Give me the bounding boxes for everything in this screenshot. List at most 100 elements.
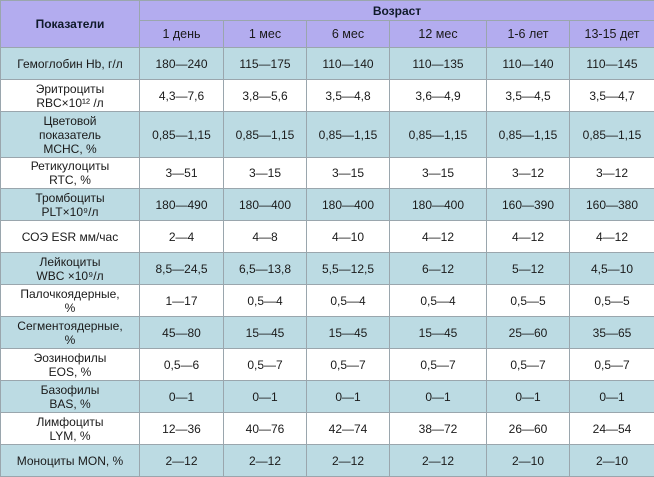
value-cell: 180—490 <box>140 189 224 221</box>
value-cell: 5,5—12,5 <box>307 253 390 285</box>
header-age: Возраст <box>140 1 654 21</box>
value-cell: 1—17 <box>140 285 224 317</box>
value-cell: 0,5—4 <box>307 285 390 317</box>
value-cell: 15—45 <box>390 317 487 349</box>
value-cell: 0,5—7 <box>570 349 654 381</box>
value-cell: 0,85—1,15 <box>390 112 487 158</box>
value-cell: 2—10 <box>570 445 654 477</box>
value-cell: 0,85—1,15 <box>307 112 390 158</box>
value-cell: 0,5—4 <box>224 285 307 317</box>
row-label: Сегментоядерные, % <box>1 317 140 349</box>
value-cell: 38—72 <box>390 413 487 445</box>
value-cell: 4—10 <box>307 221 390 253</box>
value-cell: 2—4 <box>140 221 224 253</box>
value-cell: 0—1 <box>307 381 390 413</box>
value-cell: 3—15 <box>307 158 390 189</box>
value-cell: 0,5—5 <box>487 285 570 317</box>
value-cell: 6,5—13,8 <box>224 253 307 285</box>
value-cell: 3,8—5,6 <box>224 80 307 112</box>
age-column-header: 6 мес <box>307 21 390 48</box>
value-cell: 110—145 <box>570 48 654 80</box>
value-cell: 3—12 <box>570 158 654 189</box>
row-label: Гемоглобин Hb, г/л <box>1 48 140 80</box>
value-cell: 4,5—10 <box>570 253 654 285</box>
value-cell: 24—54 <box>570 413 654 445</box>
value-cell: 0,5—4 <box>390 285 487 317</box>
row-label: Тромбоциты PLT×10⁹/л <box>1 189 140 221</box>
value-cell: 2—10 <box>487 445 570 477</box>
age-column-header: 1 день <box>140 21 224 48</box>
row-label: Лимфоциты LYM, % <box>1 413 140 445</box>
age-column-header: 1-6 лет <box>487 21 570 48</box>
value-cell: 180—240 <box>140 48 224 80</box>
row-label: Базофилы BAS, % <box>1 381 140 413</box>
value-cell: 3,6—4,9 <box>390 80 487 112</box>
value-cell: 25—60 <box>487 317 570 349</box>
value-cell: 180—400 <box>224 189 307 221</box>
value-cell: 4—8 <box>224 221 307 253</box>
header-indicators: Показатели <box>1 1 140 48</box>
value-cell: 3—15 <box>224 158 307 189</box>
value-cell: 180—400 <box>307 189 390 221</box>
value-cell: 12—36 <box>140 413 224 445</box>
row-label: Ретикулоциты RTC, % <box>1 158 140 189</box>
value-cell: 0,5—7 <box>487 349 570 381</box>
value-cell: 110—135 <box>390 48 487 80</box>
value-cell: 8,5—24,5 <box>140 253 224 285</box>
value-cell: 0,85—1,15 <box>487 112 570 158</box>
value-cell: 2—12 <box>224 445 307 477</box>
value-cell: 2—12 <box>390 445 487 477</box>
value-cell: 0,5—5 <box>570 285 654 317</box>
row-label: СОЭ ESR мм/час <box>1 221 140 253</box>
row-label: Эозинофилы EOS, % <box>1 349 140 381</box>
row-label: Цветовой показатель MCHC, % <box>1 112 140 158</box>
value-cell: 42—74 <box>307 413 390 445</box>
value-cell: 0,85—1,15 <box>224 112 307 158</box>
value-cell: 4,3—7,6 <box>140 80 224 112</box>
value-cell: 3,5—4,5 <box>487 80 570 112</box>
value-cell: 0,85—1,15 <box>140 112 224 158</box>
age-column-header: 12 мес <box>390 21 487 48</box>
value-cell: 15—45 <box>307 317 390 349</box>
value-cell: 160—380 <box>570 189 654 221</box>
value-cell: 2—12 <box>307 445 390 477</box>
row-label: Палочкоядерные, % <box>1 285 140 317</box>
value-cell: 3—51 <box>140 158 224 189</box>
value-cell: 2—12 <box>140 445 224 477</box>
value-cell: 5—12 <box>487 253 570 285</box>
value-cell: 26—60 <box>487 413 570 445</box>
value-cell: 0—1 <box>224 381 307 413</box>
value-cell: 0—1 <box>390 381 487 413</box>
value-cell: 160—390 <box>487 189 570 221</box>
value-cell: 180—400 <box>390 189 487 221</box>
value-cell: 0—1 <box>487 381 570 413</box>
value-cell: 0,5—6 <box>140 349 224 381</box>
value-cell: 4—12 <box>487 221 570 253</box>
value-cell: 45—80 <box>140 317 224 349</box>
value-cell: 115—175 <box>224 48 307 80</box>
value-cell: 0,5—7 <box>224 349 307 381</box>
value-cell: 15—45 <box>224 317 307 349</box>
value-cell: 4—12 <box>570 221 654 253</box>
value-cell: 110—140 <box>307 48 390 80</box>
value-cell: 3—12 <box>487 158 570 189</box>
value-cell: 3—15 <box>390 158 487 189</box>
value-cell: 3,5—4,8 <box>307 80 390 112</box>
value-cell: 0—1 <box>570 381 654 413</box>
value-cell: 0,5—7 <box>307 349 390 381</box>
age-column-header: 13-15 дет <box>570 21 654 48</box>
row-label: Моноциты MON, % <box>1 445 140 477</box>
row-label: Лейкоциты WBC ×10⁹/л <box>1 253 140 285</box>
value-cell: 0—1 <box>140 381 224 413</box>
